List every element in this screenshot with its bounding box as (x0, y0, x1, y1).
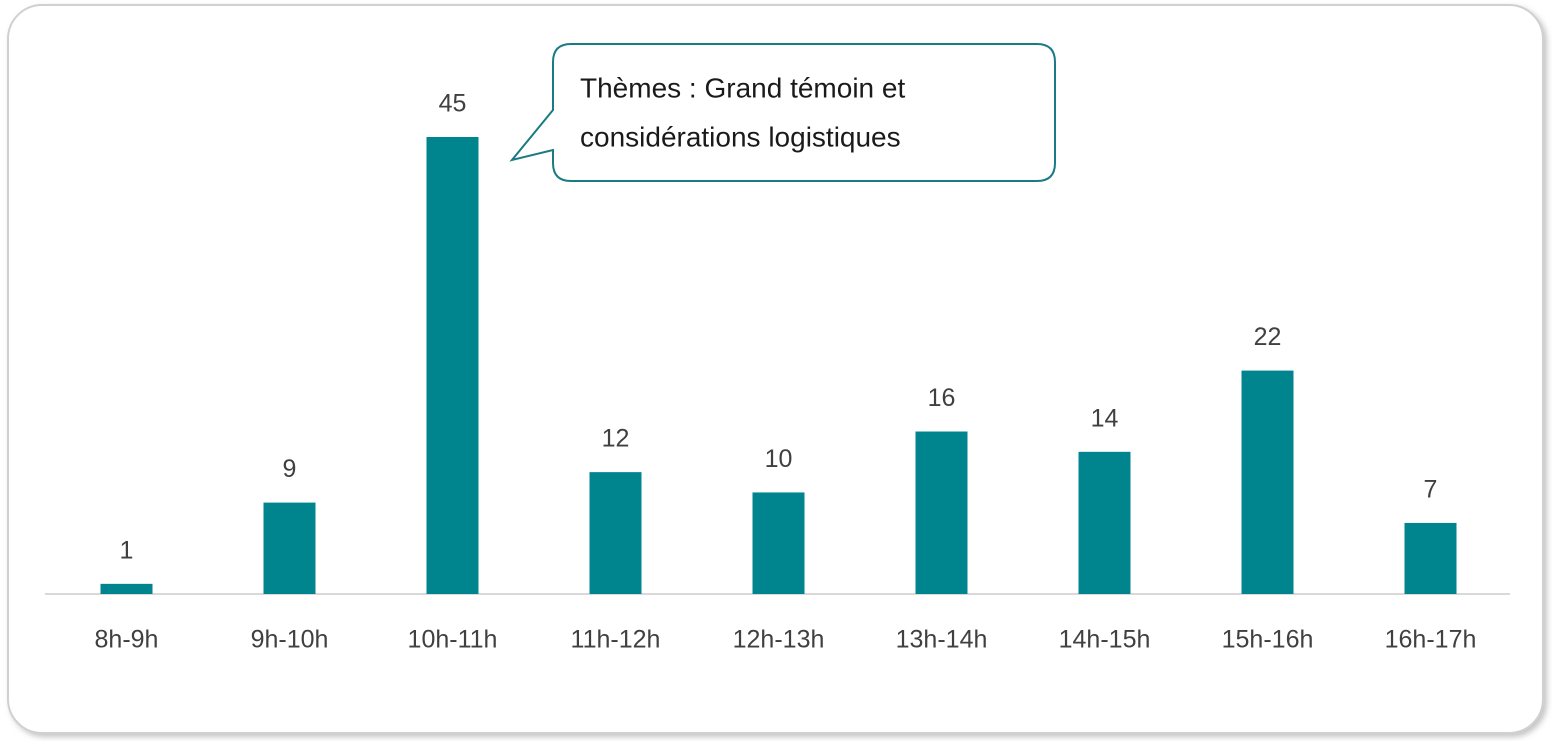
bar (426, 137, 479, 594)
data-label: 12 (602, 425, 630, 453)
annotation: Thèmes : Grand témoin et (580, 72, 905, 103)
x-tick-label: 9h-10h (251, 626, 329, 654)
data-label: 14 (1091, 404, 1119, 432)
data-label: 7 (1424, 476, 1438, 504)
card (7, 4, 1544, 734)
x-tick-label: 16h-17h (1385, 626, 1477, 654)
bar (100, 583, 153, 594)
bar (589, 472, 642, 594)
bar (752, 492, 805, 594)
data-label: 1 (120, 536, 134, 564)
bar (263, 502, 316, 594)
bar (915, 431, 968, 594)
bar (1078, 451, 1131, 594)
data-label: 16 (928, 384, 956, 412)
data-label: 10 (765, 445, 793, 473)
data-label: 9 (283, 455, 297, 483)
data-label: 22 (1254, 323, 1282, 351)
x-tick-label: 11h-12h (571, 626, 661, 654)
bar (1241, 370, 1294, 594)
x-tick-label: 10h-11h (408, 626, 498, 654)
callout (509, 43, 1056, 182)
x-tick-label: 14h-15h (1059, 626, 1151, 654)
data-label: 45 (439, 90, 467, 118)
x-tick-label: 13h-14h (896, 626, 988, 654)
bar (1404, 522, 1457, 594)
x-tick-label: 12h-13h (733, 626, 825, 654)
x-tick-label: 8h-9h (95, 626, 159, 654)
annotation: considérations logistiques (580, 121, 901, 152)
x-tick-label: 15h-16h (1222, 626, 1314, 654)
